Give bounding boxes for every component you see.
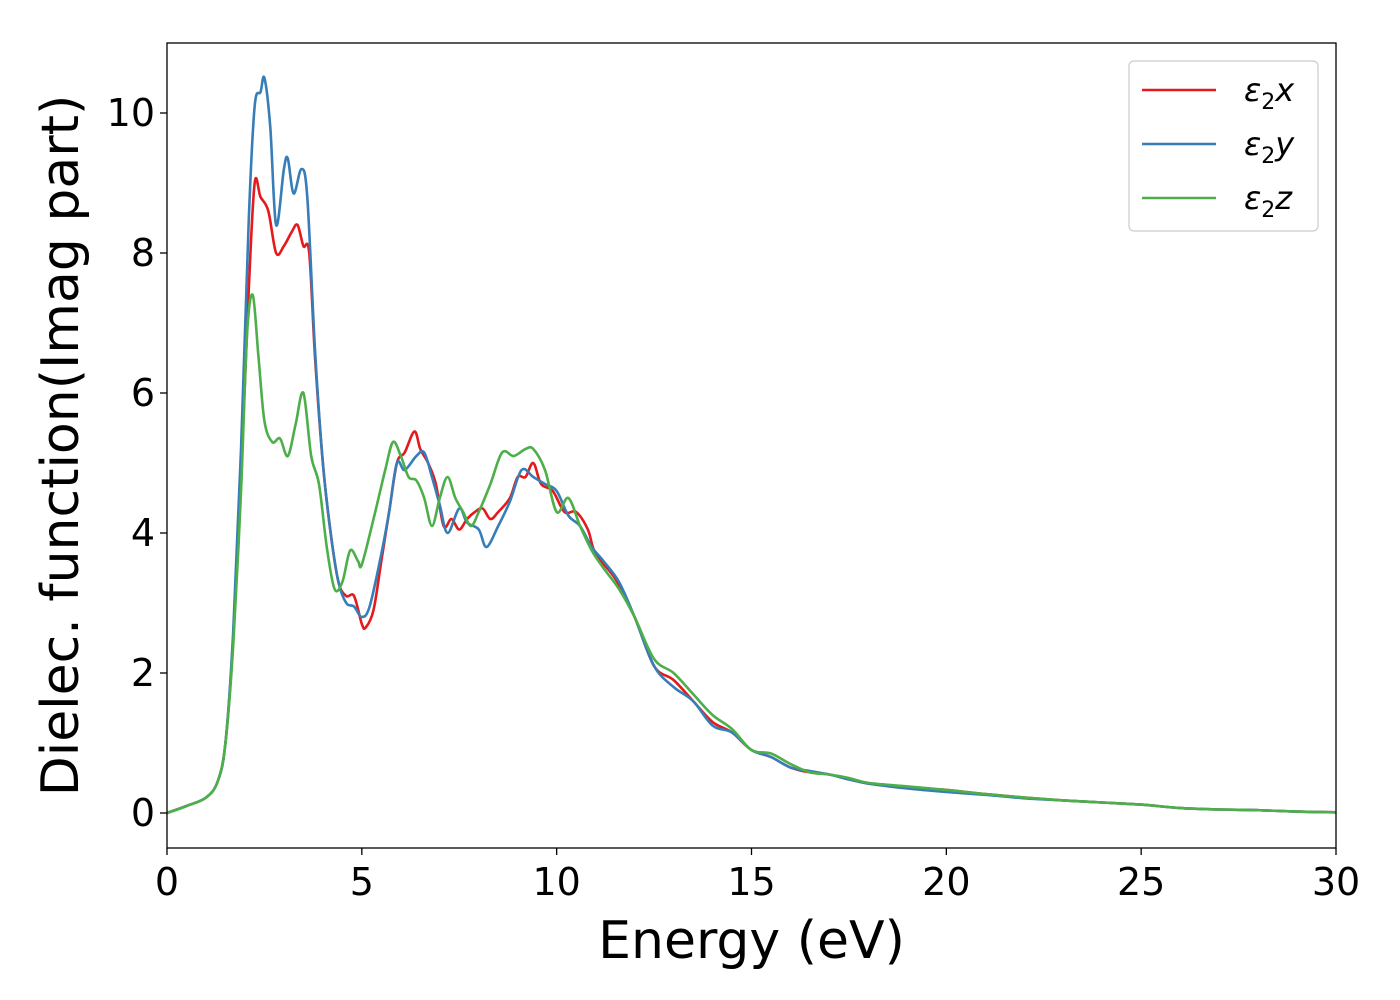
x-axis: 0 5 10 15 20 25 30 (155, 848, 1360, 904)
series-line-x (167, 176, 1336, 815)
legend-label-y: ε2y (1244, 125, 1295, 169)
series-line-z (167, 293, 1336, 815)
series-layer (167, 75, 1336, 815)
x-tick-label: 20 (922, 860, 970, 904)
y-tick-label: 2 (131, 651, 155, 695)
x-tick-label: 10 (532, 860, 580, 904)
y-tick-label: 4 (131, 511, 155, 555)
y-axis-title: Dielec. function(Imag part) (31, 95, 91, 797)
y-axis: 0 2 4 6 8 10 (107, 91, 167, 835)
x-tick-label: 5 (350, 860, 374, 904)
y-tick-label: 10 (107, 91, 155, 135)
x-axis-title: Energy (eV) (598, 911, 905, 971)
y-tick-label: 0 (131, 791, 155, 835)
legend-box (1128, 60, 1319, 232)
legend-label-z: ε2z (1244, 179, 1293, 223)
x-tick-label: 0 (155, 860, 179, 904)
legend-label-x: ε2x (1244, 71, 1295, 115)
y-tick-label: 8 (131, 231, 155, 275)
y-tick-label: 6 (131, 371, 155, 415)
x-tick-label: 25 (1117, 860, 1165, 904)
x-tick-label: 30 (1312, 860, 1360, 904)
legend: ε2x ε2y ε2z (1128, 60, 1319, 232)
x-tick-label: 15 (727, 860, 775, 904)
